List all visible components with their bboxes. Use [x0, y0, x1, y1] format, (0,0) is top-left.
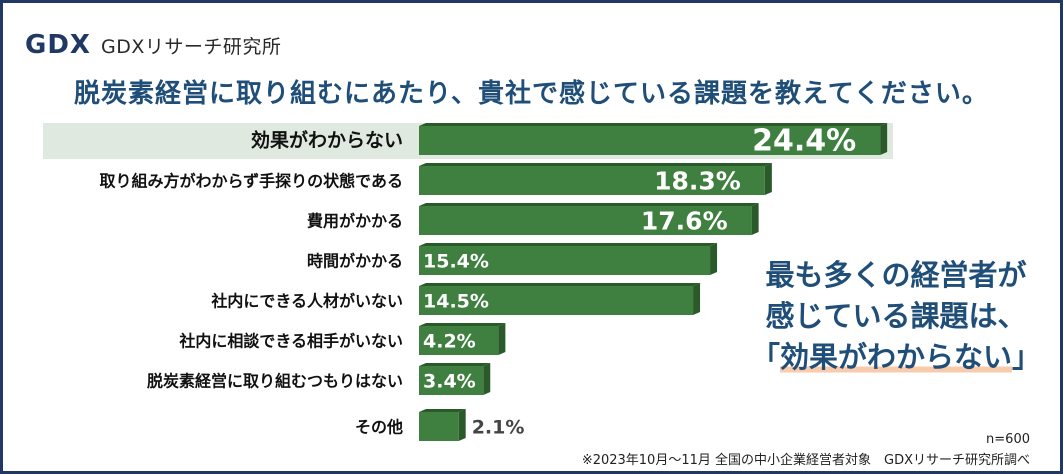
gdx-logo: GDX — [25, 29, 93, 57]
bar-2 — [419, 166, 765, 195]
bar-6 — [419, 326, 499, 355]
value-label-7: 3.4% — [423, 371, 476, 393]
callout-open-bracket: 「 — [750, 340, 780, 374]
bar-4 — [419, 246, 711, 275]
category-label-4: 時間がかかる — [307, 252, 403, 271]
bar-top-2 — [419, 163, 772, 166]
callout-close-bracket: 」 — [1012, 340, 1042, 374]
callout-box: 最も多くの経営者が 感じている課題は、 「効果がわからない」 — [741, 255, 1051, 378]
value-label-6: 4.2% — [423, 331, 476, 353]
callout-line-1: 最も多くの経営者が — [765, 258, 1027, 292]
bar-top-4 — [419, 243, 718, 246]
bar-top-1 — [419, 123, 888, 126]
sample-size: n=600 — [986, 432, 1030, 447]
bar-side-2 — [764, 163, 772, 195]
bar-top-7 — [419, 363, 491, 366]
category-label-7: 脱炭素経営に取り組むつもりはない — [147, 372, 403, 391]
bar-side-1 — [880, 123, 888, 155]
bar-top-5 — [419, 283, 701, 286]
callout-line-3: 「効果がわからない」 — [741, 337, 1051, 378]
chart-title: 脱炭素経営に取り組むにあたり、貴社で感じている課題を教えてください。 — [74, 79, 989, 109]
bar-side-5 — [693, 283, 701, 315]
category-label-2: 取り組み方がわからず手探りの状態である — [99, 172, 403, 191]
bar-top-8 — [419, 409, 466, 412]
value-label-4: 15.4% — [423, 251, 489, 273]
brand-name: GDXリサーチ研究所 — [101, 36, 282, 58]
value-label-5: 14.5% — [423, 291, 489, 313]
bar-chart: 効果がわからない 24.4% 取り組み方がわからず手探りの状態である 18.3% 費用が… — [43, 123, 893, 441]
bar-1 — [419, 126, 881, 155]
bar-7 — [419, 366, 484, 395]
source-note: ※2023年10月～11月 全国の中小企業経営者対象 GDXリサーチ研究所調べ — [581, 453, 1030, 468]
value-label-8: 2.1% — [472, 417, 525, 439]
bar-top-6 — [419, 323, 506, 326]
bar-top-3 — [419, 203, 759, 206]
bar-8 — [419, 412, 459, 441]
bar-side-6 — [498, 323, 506, 355]
value-label-1: 24.4% — [752, 124, 856, 159]
callout-line-2: 感じている課題は、 — [765, 299, 1027, 333]
category-label-5: 社内にできる人材がいない — [210, 292, 403, 311]
value-label-2: 18.3% — [654, 167, 741, 196]
bar-side-8 — [458, 409, 466, 441]
svg-text:GDX: GDX — [25, 30, 91, 57]
bar-side-4 — [710, 243, 718, 275]
callout-highlight: 効果がわからない — [779, 340, 1012, 374]
bar-5 — [419, 286, 694, 315]
category-label-8: その他 — [355, 418, 403, 437]
category-label-3: 費用がかかる — [307, 212, 403, 231]
bar-side-3 — [751, 203, 759, 235]
category-label-1: 効果がわからない — [251, 129, 403, 152]
bar-3 — [419, 206, 752, 235]
value-label-3: 17.6% — [641, 207, 728, 236]
category-label-6: 社内に相談できる相手がいない — [178, 332, 403, 351]
bar-side-7 — [483, 363, 491, 395]
